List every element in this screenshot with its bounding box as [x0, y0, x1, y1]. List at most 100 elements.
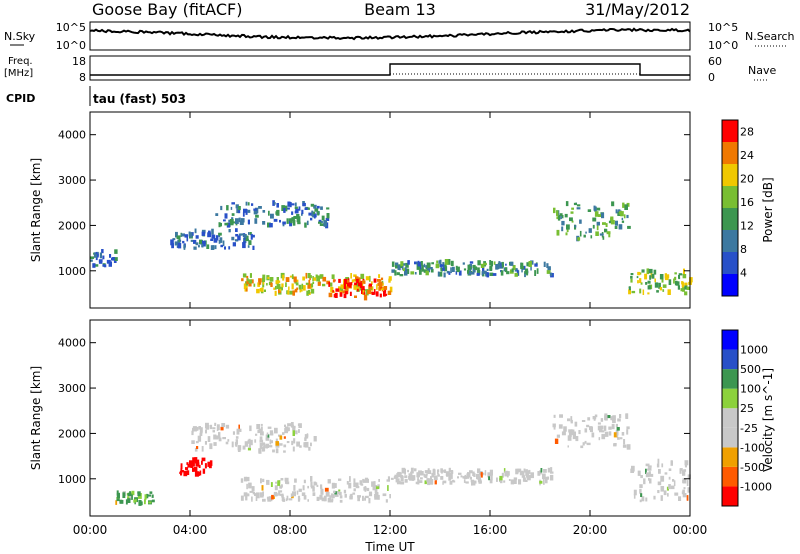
heatmap-cell — [338, 478, 342, 481]
heatmap-cell — [664, 472, 668, 475]
heatmap-cell — [639, 288, 642, 294]
heatmap-cell — [245, 476, 250, 482]
heatmap-cell — [450, 267, 452, 274]
heatmap-cell — [410, 471, 413, 476]
heatmap-cell — [546, 263, 549, 268]
heatmap-cell — [621, 432, 625, 436]
heatmap-cell — [408, 474, 413, 480]
heatmap-cell — [373, 485, 378, 488]
heatmap-cell — [489, 469, 493, 476]
heatmap-cell — [308, 289, 310, 294]
heatmap-cell — [438, 260, 441, 264]
heatmap-cell — [227, 439, 230, 442]
heatmap-cell — [282, 221, 286, 225]
heatmap-cell — [547, 266, 551, 271]
heatmap-cell — [630, 468, 634, 473]
heatmap-cell — [302, 285, 306, 291]
heatmap-cell — [147, 494, 151, 497]
heatmap-cell — [192, 468, 195, 472]
heatmap-cell — [624, 204, 628, 210]
heatmap-cell — [194, 447, 198, 452]
heatmap-cell — [397, 478, 400, 484]
heatmap-cell — [682, 286, 685, 292]
heatmap-cell — [220, 426, 224, 431]
heatmap-cell — [268, 210, 270, 216]
heatmap-cell — [526, 262, 531, 267]
heatmap-cell — [368, 283, 372, 287]
heatmap-cell — [596, 207, 601, 211]
heatmap-cell — [472, 480, 476, 486]
heatmap-cell — [282, 274, 285, 281]
heatmap-cell — [357, 495, 361, 498]
heatmap-cell — [263, 443, 266, 449]
heatmap-cell — [477, 267, 480, 273]
heatmap-cell — [248, 438, 251, 442]
heatmap-cell — [326, 213, 330, 219]
heatmap-cell — [90, 259, 93, 262]
heatmap-cell — [430, 267, 433, 270]
heatmap-cell — [218, 235, 221, 238]
heatmap-cell — [591, 432, 595, 438]
heatmap-cell — [274, 485, 278, 491]
heatmap-cell — [300, 289, 303, 292]
heatmap-cell — [683, 469, 687, 472]
heatmap-cell — [344, 288, 348, 295]
heatmap-cell — [631, 290, 636, 294]
heatmap-cell — [320, 488, 324, 495]
heatmap-cell — [294, 210, 297, 214]
heatmap-cell — [377, 494, 380, 500]
heatmap-cell — [360, 483, 364, 486]
velocity-colorbar-label: Velocity [m s^-1] — [761, 368, 775, 472]
heatmap-cell — [364, 495, 369, 499]
heatmap-cell — [235, 439, 238, 445]
heatmap-cell — [254, 493, 257, 496]
heatmap-cell — [206, 244, 210, 249]
nsky-tick-high: 10^5 — [56, 21, 86, 34]
heatmap-cell — [594, 211, 599, 217]
heatmap-cell — [596, 224, 599, 231]
heatmap-cell — [338, 278, 341, 283]
heatmap-cell — [191, 440, 195, 444]
heatmap-cell — [593, 416, 596, 421]
heatmap-cell — [247, 278, 249, 282]
heatmap-cell — [675, 281, 680, 286]
heatmap-cell — [437, 469, 440, 473]
heatmap-cell — [249, 439, 253, 446]
heatmap-cell — [434, 480, 437, 485]
heatmap-cell — [419, 271, 422, 275]
heatmap-cell — [296, 279, 299, 283]
heatmap-cell — [524, 268, 529, 275]
heatmap-cell — [283, 436, 286, 439]
heatmap-cell — [310, 476, 313, 482]
heatmap-cell — [587, 209, 592, 212]
colorbar-tick-label: -25 — [740, 422, 758, 435]
heatmap-cell — [304, 434, 309, 437]
colorbar-swatch — [722, 186, 738, 208]
heatmap-cell — [556, 434, 560, 438]
heatmap-cell — [477, 260, 481, 266]
heatmap-cell — [363, 294, 368, 301]
heatmap-cell — [645, 468, 647, 474]
heatmap-cell — [262, 210, 266, 213]
heatmap-cell — [528, 469, 531, 474]
heatmap-cell — [291, 211, 294, 215]
heatmap-cell — [427, 479, 430, 486]
heatmap-cell — [298, 206, 301, 211]
heatmap-cell — [586, 424, 590, 428]
heatmap-cell — [202, 468, 206, 474]
heatmap-cell — [641, 496, 645, 502]
heatmap-cell — [467, 472, 471, 478]
heatmap-cell — [378, 479, 380, 482]
heatmap-cell — [253, 283, 256, 287]
heatmap-cell — [406, 268, 410, 274]
heatmap-cell — [325, 491, 330, 497]
heatmap-cell — [275, 448, 279, 454]
heatmap-cell — [243, 238, 247, 244]
heatmap-cell — [338, 286, 341, 292]
heatmap-cell — [408, 473, 411, 476]
heatmap-cell — [260, 426, 263, 431]
colorbar-tick-label: -500 — [740, 461, 765, 474]
heatmap-cell — [260, 478, 262, 484]
heatmap-cell — [559, 213, 563, 217]
heatmap-cell — [266, 479, 269, 483]
